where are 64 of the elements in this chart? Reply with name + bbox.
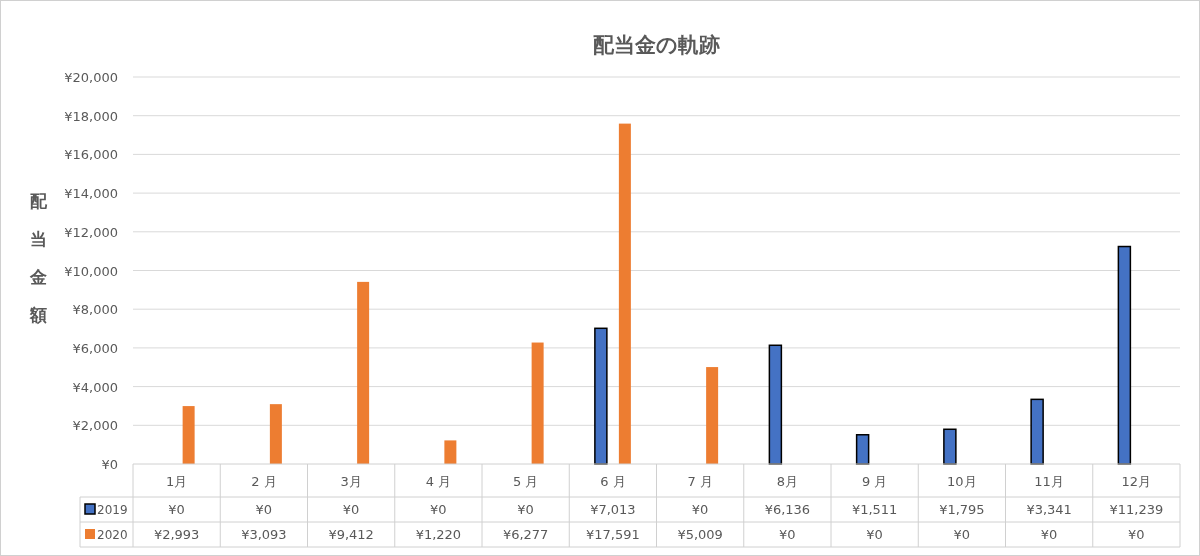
data-label: ¥0 xyxy=(1040,527,1058,542)
x-tick-label: 2 月 xyxy=(251,474,277,489)
y-tick-label: ¥18,000 xyxy=(64,108,118,124)
data-label: ¥0 xyxy=(1128,527,1145,542)
y-tick-label: ¥12,000 xyxy=(64,224,118,240)
x-tick-label: 3月 xyxy=(340,474,362,489)
bar xyxy=(444,440,457,464)
x-tick-label: 12月 xyxy=(1121,474,1152,489)
x-tick-label: 5 月 xyxy=(512,474,539,489)
bar xyxy=(594,327,608,465)
data-label: ¥0 xyxy=(430,502,447,517)
chart-title: 配当金の軌跡 xyxy=(593,33,720,57)
x-tick-label: 11月 xyxy=(1034,474,1064,489)
bar xyxy=(1117,245,1132,465)
x-tick-label: 9 月 xyxy=(861,474,888,489)
x-tick-label: 4 月 xyxy=(425,474,452,489)
y-tick-label: ¥0 xyxy=(101,457,118,472)
data-label: ¥6,277 xyxy=(502,527,549,542)
data-label: ¥0 xyxy=(779,527,796,542)
data-label: ¥5,009 xyxy=(677,527,723,542)
bar xyxy=(618,123,631,464)
data-label: ¥1,795 xyxy=(939,502,985,517)
data-label: ¥0 xyxy=(517,502,534,517)
bar xyxy=(269,404,282,464)
data-label: ¥1,511 xyxy=(851,502,898,517)
x-tick-label: 8月 xyxy=(776,474,799,489)
bar xyxy=(182,406,195,464)
bar xyxy=(943,428,957,465)
y-tick-label: ¥8,000 xyxy=(72,302,118,318)
data-label: ¥1,220 xyxy=(415,527,462,542)
data-label: ¥17,591 xyxy=(585,527,640,542)
y-tick-label: ¥4,000 xyxy=(72,379,118,395)
y-tick-label: ¥14,000 xyxy=(64,186,118,202)
y-tick-label: ¥16,000 xyxy=(64,147,118,163)
data-label: ¥0 xyxy=(953,527,971,542)
legend-label: 2020 xyxy=(97,528,128,542)
data-label: ¥3,093 xyxy=(241,527,287,542)
data-label: ¥2,993 xyxy=(153,527,200,542)
y-tick-label: ¥2,000 xyxy=(72,418,118,434)
data-label: ¥0 xyxy=(866,527,883,542)
x-tick-label: 7 月 xyxy=(687,474,713,489)
bar xyxy=(768,344,783,465)
x-tick-label: 6 月 xyxy=(600,474,626,489)
bar xyxy=(855,434,870,465)
x-tick-label: 10月 xyxy=(947,474,977,489)
data-label: ¥11,239 xyxy=(1109,502,1164,517)
data-label: ¥9,412 xyxy=(328,527,374,542)
y-tick-label: ¥20,000 xyxy=(64,70,118,85)
data-label: ¥0 xyxy=(342,502,360,517)
y-tick-label: ¥6,000 xyxy=(72,340,118,356)
data-label: ¥3,341 xyxy=(1026,502,1072,517)
bar xyxy=(706,367,719,464)
data-label: ¥0 xyxy=(255,502,273,517)
data-label: ¥0 xyxy=(168,502,185,517)
bar xyxy=(357,281,370,464)
legend-label: 2019 xyxy=(97,503,128,517)
x-tick-label: 1月 xyxy=(165,474,188,489)
y-tick-label: ¥10,000 xyxy=(64,263,118,279)
bar xyxy=(1030,398,1044,465)
data-label: ¥6,136 xyxy=(764,502,811,517)
y-axis-title: 配当金額 xyxy=(28,191,48,325)
data-label: ¥7,013 xyxy=(590,502,636,517)
data-label: ¥0 xyxy=(691,502,709,517)
bar xyxy=(531,342,544,464)
